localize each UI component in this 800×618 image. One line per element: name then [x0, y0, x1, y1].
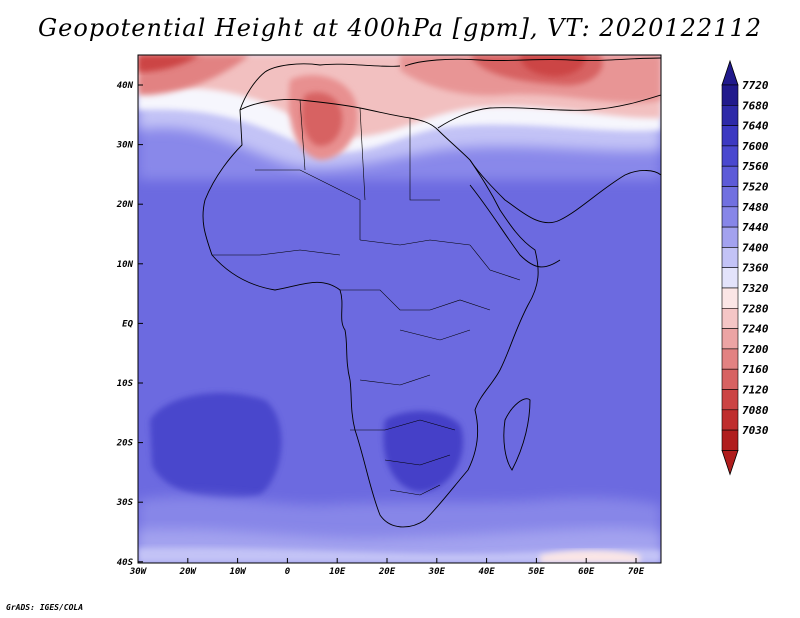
colorbar-label: 7280	[742, 302, 769, 315]
colorbar-swatch	[721, 247, 739, 268]
lon-tick-label: 20W	[179, 567, 198, 577]
colorbar-swatch	[721, 328, 739, 350]
lat-tick-label: 10S	[117, 379, 134, 389]
lon-tick-label: 10W	[229, 567, 247, 577]
height-field	[138, 55, 661, 563]
colorbar-label: 7480	[742, 201, 769, 214]
latitude-axis: 40N 30N 20N 10N EQ 10S 20S 30S 40S	[116, 81, 143, 568]
lon-tick-label: 50E	[528, 567, 545, 577]
lat-tick-label: EQ	[122, 319, 133, 329]
lon-tick-label: 30W	[129, 567, 148, 577]
lon-tick-label: 40E	[478, 567, 495, 577]
lon-tick-label: 30E	[428, 567, 446, 577]
map-title: Geopotential Height at 400hPa [gpm], VT:…	[38, 14, 762, 42]
lon-tick-label: 20E	[378, 567, 396, 577]
lon-tick-label: 70E	[628, 567, 645, 577]
plot-frame	[137, 54, 662, 564]
colorbar-swatch	[721, 267, 739, 289]
credit-text: GrADS: IGES/COLA	[6, 603, 84, 612]
colorbar-label: 7560	[742, 160, 769, 173]
colorbar-swatch	[721, 186, 739, 208]
colorbar-label: 7520	[742, 181, 769, 194]
colorbar-label: 7360	[742, 262, 769, 275]
colorbar-swatch	[721, 206, 739, 228]
lat-tick-label: 30S	[116, 498, 134, 508]
colorbar-top-arrow	[721, 59, 739, 86]
lat-tick-label: 20S	[116, 439, 134, 449]
colorbar: 7720 7680 7640 7600 7560 7520 7480 7440 7400 7360…	[721, 59, 769, 476]
colorbar-label: 7440	[742, 221, 769, 234]
colorbar-swatch	[721, 125, 739, 147]
lon-tick-label: 10E	[329, 567, 346, 577]
lon-tick-label: 0	[285, 567, 291, 577]
colorbar-label: 7120	[742, 384, 769, 397]
colorbar-swatch	[721, 287, 739, 309]
colorbar-label: 7200	[742, 343, 769, 356]
colorbar-label: 7400	[742, 241, 769, 254]
colorbar-swatch	[721, 165, 739, 187]
colorbar-swatch	[721, 105, 739, 126]
lon-tick-label: 60E	[578, 567, 595, 577]
colorbar-swatch	[721, 429, 739, 451]
colorbar-swatch	[721, 368, 739, 390]
colorbar-swatch	[721, 145, 739, 167]
colorbar-label: 7160	[742, 363, 769, 376]
colorbar-label: 7320	[742, 282, 769, 295]
coastlines	[202, 57, 661, 528]
colorbar-label: 7600	[742, 140, 769, 153]
colorbar-swatch	[721, 84, 739, 106]
lat-tick-label: 30N	[116, 141, 134, 151]
colorbar-label: 7240	[742, 323, 769, 336]
lat-tick-label: 20N	[116, 200, 134, 210]
colorbar-label: 7640	[742, 120, 769, 133]
lat-tick-label: 40N	[117, 81, 134, 91]
colorbar-label: 7030	[742, 424, 769, 437]
colorbar-swatch	[721, 348, 739, 370]
lat-tick-label: 10N	[117, 260, 134, 270]
longitude-axis: 30W 20W 10W 0 10E 20E 30E 40E 50E 60E 70E	[129, 558, 645, 577]
colorbar-label: 7680	[742, 99, 769, 112]
lat-tick-label: 40S	[117, 558, 134, 568]
colorbar-label: 7720	[742, 79, 769, 92]
colorbar-label: 7080	[742, 404, 769, 417]
colorbar-swatch	[721, 389, 739, 411]
colorbar-swatch	[721, 409, 739, 431]
colorbar-bottom-arrow	[721, 450, 739, 476]
colorbar-swatch	[721, 307, 739, 329]
colorbar-swatch	[721, 226, 739, 248]
country-borders	[212, 99, 521, 496]
